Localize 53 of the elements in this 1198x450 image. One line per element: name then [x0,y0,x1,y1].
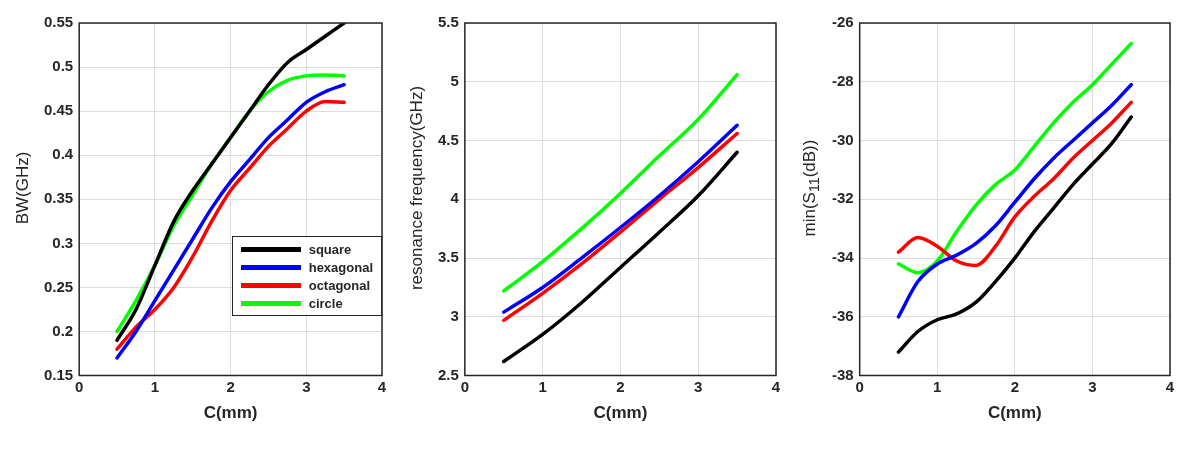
y-tick-label: -34 [831,248,855,266]
x-tick-label: 0 [75,377,84,395]
y-tick-label: 0.5 [52,57,74,75]
y-tick-label: -38 [831,365,854,383]
y-tick-label: 4 [450,189,460,207]
line-series [502,72,739,293]
x-tick-label: 1 [538,377,547,395]
y-tick-label: -26 [831,13,854,31]
y-tick-label: 2.5 [437,365,459,383]
y-tick-label: 0.35 [43,189,74,207]
x-tick-label: 1 [150,377,160,395]
legend-label: square [308,241,352,257]
x-tick-label: 4 [1165,377,1175,395]
x-tick-label: 3 [694,377,703,395]
y-tick-label: -32 [831,189,854,207]
y-tick-label: 3 [450,306,459,324]
x-axis-title: C(mm) [987,403,1042,423]
y-tick-label: -36 [831,306,854,324]
x-tick-label: 2 [1010,377,1020,395]
y-axis-title: BW(GHz) [13,151,33,225]
y-tick-label: 3.5 [437,248,459,266]
y-tick-label: 5 [450,71,459,89]
line-series [896,115,1133,354]
y-tick-label: -28 [831,71,854,89]
y-tick-label: 0.3 [52,233,74,251]
line-series [502,150,739,364]
y-tick-label: 5.5 [437,13,459,31]
y-tick-label: 0.45 [43,101,74,119]
y-tick-label: -30 [831,130,854,148]
x-axis-title: C(mm) [203,403,258,423]
legend-label: circle [308,295,343,311]
x-tick-label: 0 [460,377,470,395]
x-tick-label: 4 [377,377,387,395]
x-tick-label: 2 [226,377,235,395]
y-tick-label: 0.15 [43,365,74,383]
line-series [896,100,1133,268]
x-tick-label: 0 [855,377,864,395]
x-tick-label: 3 [1088,377,1097,395]
x-axis-title: C(mm) [593,403,648,423]
x-tick-label: 3 [302,377,311,395]
legend-label: hexagonal [308,259,373,275]
line-series [896,82,1133,319]
y-tick-label: 0.2 [52,321,74,339]
x-tick-label: 2 [616,377,625,395]
line-series [896,41,1133,275]
x-tick-label: 4 [771,377,781,395]
x-tick-label: 1 [933,377,942,395]
y-tick-label: 0.25 [43,277,74,295]
y-tick-label: 0.55 [43,13,74,31]
legend-label: octagonal [308,277,371,293]
y-tick-label: 4.5 [437,130,459,148]
y-axis-title: resonance frequency(GHz) [407,85,427,291]
y-tick-label: 0.4 [52,145,74,163]
